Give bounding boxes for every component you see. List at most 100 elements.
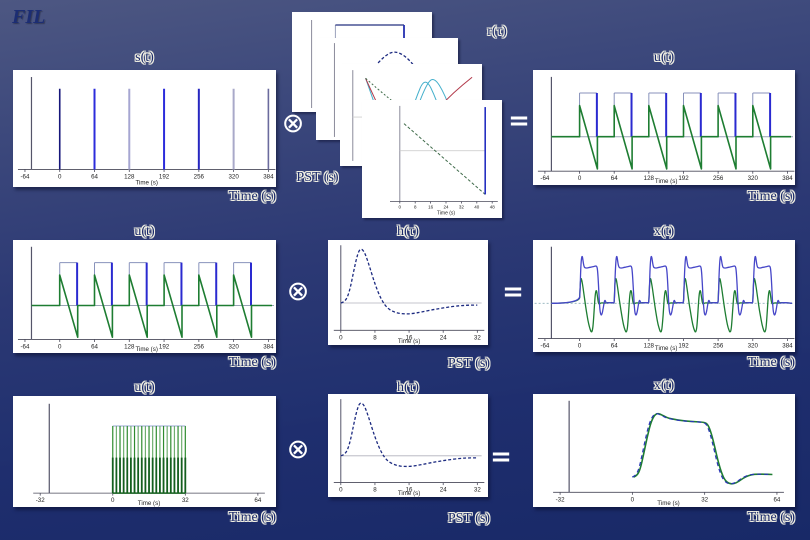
svg-text:128: 128 [644,343,655,350]
hrf-chart-r2: 0 8 16 24 32 Time (s) [333,245,485,345]
plot-title-u-t-r2: u(t) [134,224,155,239]
svg-text:0: 0 [578,175,582,182]
plot-neural-input-r1: -64 0 64 128 192 256 320 384 Time (s) [533,70,795,185]
plot-title-u-t-r1: u(t) [653,50,675,65]
plot-title-h-tau-r2: h(τ) [397,224,419,239]
svg-text:24: 24 [440,334,447,341]
svg-text:192: 192 [159,173,170,180]
svg-text:0: 0 [58,343,62,350]
svg-text:64: 64 [91,173,98,180]
svg-text:16: 16 [406,487,413,494]
plot-bold-response-r3: -32 0 32 64 Time (s) [533,394,795,507]
axis-caption-pst-r3: PST (s) [447,511,490,526]
svg-text:Time (s): Time (s) [398,490,420,497]
svg-text:-64: -64 [540,343,550,350]
axis-caption-time-r2-right: Time (s) [747,355,795,370]
svg-text:384: 384 [263,173,274,180]
plot-stimulus-train: -64 0 64 128 192 256 320 384 Time (s) [13,70,276,187]
svg-text:Time (s): Time (s) [655,345,677,352]
svg-text:256: 256 [194,343,205,350]
convolution-operator-r3: ⊗ [286,434,310,465]
svg-text:128: 128 [644,175,655,182]
svg-text:64: 64 [254,497,261,504]
bold-response-chart-r3: -32 0 32 64 Time (s) [553,400,784,507]
basis-decay-chart: 0 8 16 24 32 40 48 Time (s) [390,105,498,216]
svg-text:-64: -64 [540,175,550,182]
svg-text:320: 320 [228,173,239,180]
basis-card-4: 0 8 16 24 32 40 48 Time (s) [362,100,502,218]
plot-dense-events-r3: -32 0 32 64 Time (s) [13,396,276,507]
stimulus-train-chart: -64 0 64 128 192 256 320 384 Time (s) [17,77,276,186]
svg-text:48: 48 [490,204,496,209]
plot-title-r-tau: r(τ) [487,24,507,39]
bold-response-chart-r2: -64 0 64 128 192 256 320 384 Time (s) [534,246,795,352]
plot-title-h-tau-r3: h(τ) [397,380,419,395]
svg-text:24: 24 [443,204,449,209]
svg-text:0: 0 [339,487,343,494]
svg-text:0: 0 [58,173,62,180]
axis-caption-pst-r1: PST (s) [296,170,339,185]
svg-text:16: 16 [428,204,434,209]
equals-operator-r2: = [502,277,524,307]
svg-text:192: 192 [678,343,689,350]
svg-text:0: 0 [578,343,582,350]
svg-text:Time (s): Time (s) [138,500,160,507]
svg-text:384: 384 [782,343,793,350]
axis-caption-time-r1-left: Time (s) [228,189,276,204]
plot-title-s-t: s(t) [135,50,154,65]
svg-text:384: 384 [782,175,793,182]
axis-caption-time-r1-right: Time (s) [747,189,795,204]
svg-text:0: 0 [631,496,635,503]
equals-operator-r1: = [508,106,530,136]
svg-text:-32: -32 [556,496,566,503]
svg-text:0: 0 [111,497,115,504]
neural-input-chart-r2: -64 0 64 128 192 256 320 384 Time (s) [17,246,276,353]
axis-caption-time-r3-right: Time (s) [747,510,795,525]
svg-text:256: 256 [713,343,724,350]
equals-operator-r3: = [490,442,512,472]
hrf-chart-r3: 0 8 16 24 32 Time (s) [333,399,485,497]
svg-text:Time (s): Time (s) [398,338,420,345]
svg-text:8: 8 [373,487,377,494]
svg-text:256: 256 [194,173,205,180]
plot-hrf-r3: 0 8 16 24 32 Time (s) [328,394,488,497]
svg-text:320: 320 [748,175,759,182]
svg-text:Time (s): Time (s) [437,210,455,216]
axis-caption-time-r3-left: Time (s) [228,510,276,525]
svg-text:64: 64 [611,175,618,182]
svg-text:128: 128 [124,343,135,350]
svg-text:32: 32 [474,487,481,494]
plot-hrf-r2: 0 8 16 24 32 Time (s) [328,240,488,345]
svg-text:64: 64 [611,343,618,350]
dense-events-chart: -32 0 32 64 Time (s) [33,403,265,507]
convolution-operator-r1: ⊗ [281,108,305,139]
plot-neural-input-r2: -64 0 64 128 192 256 320 384 Time (s) [13,240,276,353]
svg-text:-64: -64 [20,343,30,350]
svg-text:256: 256 [713,175,724,182]
svg-text:320: 320 [748,343,759,350]
svg-text:192: 192 [159,343,170,350]
svg-text:16: 16 [406,334,413,341]
svg-text:-32: -32 [36,497,46,504]
plot-title-x-t-r2: x(t) [653,224,675,239]
convolution-operator-r2: ⊗ [286,276,310,307]
svg-text:Time (s): Time (s) [655,178,677,185]
svg-text:32: 32 [474,334,481,341]
svg-text:8: 8 [373,334,377,341]
axis-caption-time-r2-left: Time (s) [228,355,276,370]
svg-text:8: 8 [414,204,417,209]
plot-title-u-t-r3: u(t) [134,380,155,395]
plot-bold-response-r2: -64 0 64 128 192 256 320 384 Time (s) [533,240,795,352]
svg-text:32: 32 [182,497,189,504]
svg-text:320: 320 [228,343,239,350]
svg-text:32: 32 [701,496,708,503]
svg-text:Time (s): Time (s) [657,500,679,507]
svg-text:64: 64 [773,496,780,503]
svg-text:64: 64 [91,343,98,350]
svg-text:384: 384 [263,343,274,350]
fil-logo: FIL [12,6,46,28]
svg-text:Time (s): Time (s) [135,179,157,186]
svg-text:192: 192 [678,175,689,182]
neural-input-chart-r1: -64 0 64 128 192 256 320 384 Time (s) [537,76,795,185]
